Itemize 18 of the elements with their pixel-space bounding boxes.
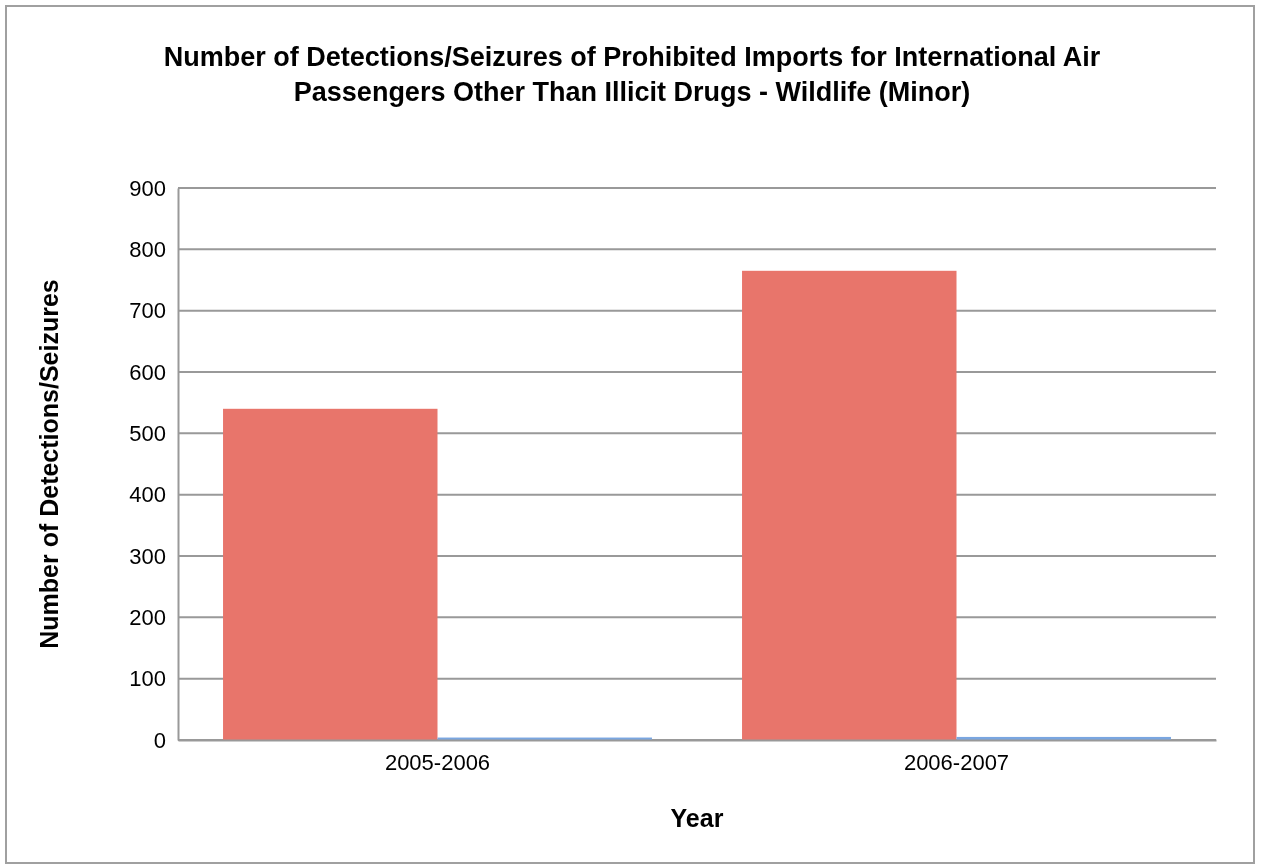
y-tick-label: 800	[129, 236, 166, 262]
y-tick-label: 300	[129, 543, 166, 569]
x-tick-label: 2006-2007	[903, 749, 1010, 775]
y-tick-label: 400	[129, 482, 166, 508]
y-axis-title: Number of Detections/Seizures	[35, 279, 63, 649]
bar	[956, 736, 1171, 740]
chart-title: Number of Detections/Seizures of Prohibited Imports for International Air Passengers Other Than Illicit Drugs - Wildlife (Minor)	[163, 42, 1101, 107]
y-tick-label: 0	[153, 727, 166, 753]
y-tick-label: 100	[129, 666, 166, 692]
y-tick-label: 500	[129, 420, 166, 446]
y-tick-label: 600	[129, 359, 166, 385]
y-tick-label: 900	[129, 175, 166, 201]
bar	[223, 408, 438, 740]
y-tick-label: 200	[129, 604, 166, 630]
x-tick-label: 2005-2006	[384, 749, 491, 775]
x-axis-title: Year	[670, 804, 724, 832]
y-tick-label: 700	[129, 298, 166, 324]
bar	[742, 270, 957, 740]
